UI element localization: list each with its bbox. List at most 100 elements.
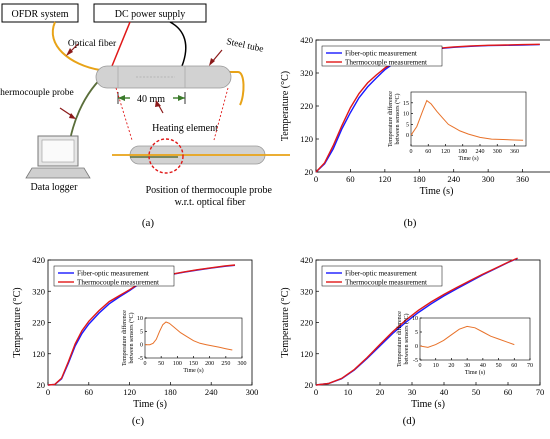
x-tick-label: 70 bbox=[536, 387, 545, 397]
legend-entry: Thermocouple measurement bbox=[345, 59, 427, 67]
y-tick-label: 420 bbox=[300, 35, 313, 45]
legend-entry: Fiber-optic measurement bbox=[345, 50, 417, 58]
legend-box bbox=[53, 265, 175, 287]
y-tick-label: 320 bbox=[300, 286, 313, 296]
y-tick-label: 5 bbox=[406, 122, 409, 128]
x-tick-label: 60 bbox=[425, 149, 431, 155]
y-tick-label: 420 bbox=[32, 255, 45, 265]
y-tick-label: -5 bbox=[138, 356, 143, 362]
y-tick-label: 320 bbox=[32, 286, 45, 296]
x-tick-label: 0 bbox=[410, 149, 413, 155]
x-tick-label: 0 bbox=[46, 387, 50, 397]
x-tick-label: 10 bbox=[344, 387, 353, 397]
y-tick-label: 20 bbox=[305, 380, 314, 390]
y-tick-label: 0 bbox=[406, 133, 409, 139]
y-tick-label: 120 bbox=[300, 134, 313, 144]
power-wire-red bbox=[111, 21, 131, 67]
panel-label-b: (b) bbox=[404, 217, 417, 229]
x-tick-label: 40 bbox=[480, 363, 486, 369]
difference-line bbox=[145, 321, 233, 351]
x-tick-label: 200 bbox=[205, 361, 214, 367]
y-axis-label-line2: between sensors (°C) bbox=[128, 312, 135, 363]
legend-entry: Thermocouple measurement bbox=[345, 279, 427, 287]
x-tick-label: 60 bbox=[504, 387, 513, 397]
optical-fiber-label-text: Optical fiber bbox=[68, 38, 117, 49]
power-wire-black bbox=[169, 21, 187, 67]
x-tick-label: 30 bbox=[464, 363, 470, 369]
x-axis-label: Time (s) bbox=[420, 186, 454, 197]
difference-line bbox=[410, 99, 524, 141]
x-tick-label: 30 bbox=[408, 387, 417, 397]
thermocouple-line bbox=[47, 264, 236, 386]
y-axis-label-line2: between sensors (°C) bbox=[403, 313, 410, 364]
inset-frame bbox=[144, 317, 243, 359]
x-axis-label: Time (s) bbox=[465, 369, 485, 376]
legend-box bbox=[321, 45, 443, 67]
difference-line bbox=[419, 325, 515, 348]
y-tick-label: 10 bbox=[137, 316, 143, 322]
x-tick-label: 0 bbox=[419, 363, 422, 369]
steel-tube-arrow bbox=[211, 49, 223, 63]
y-tick-label: 320 bbox=[300, 68, 313, 78]
legend-entry: Thermocouple measurement bbox=[77, 279, 159, 287]
x-tick-label: 300 bbox=[482, 174, 495, 184]
x-axis-label: Time (s) bbox=[133, 399, 167, 410]
dc-power-supply-label: DC power supply bbox=[115, 9, 186, 20]
x-tick-label: 120 bbox=[441, 149, 450, 155]
x-tick-label: 60 bbox=[346, 174, 355, 184]
probe-position-circle bbox=[148, 138, 184, 174]
x-tick-label: 100 bbox=[173, 361, 182, 367]
y-axis-label-line1: Temperature difference bbox=[396, 311, 403, 367]
y-tick-label: 120 bbox=[32, 349, 45, 359]
y-axis-label-line1: Temperature difference bbox=[387, 91, 394, 147]
ofdr-system-box bbox=[1, 3, 79, 23]
x-tick-label: 50 bbox=[472, 387, 481, 397]
inset-b: 0 60 120 180 240 300 360 0 5 10 15 Time (s) Temperat… bbox=[387, 91, 527, 162]
position-label-line2: w.r.t. optical fiber bbox=[175, 197, 246, 208]
x-tick-label: 360 bbox=[510, 149, 519, 155]
y-tick-label: 220 bbox=[32, 318, 45, 328]
x-tick-label: 0 bbox=[144, 361, 147, 367]
x-tick-label: 50 bbox=[158, 361, 164, 367]
x-tick-label: 10 bbox=[433, 363, 439, 369]
inset-frame bbox=[419, 317, 531, 361]
inset-frame bbox=[410, 91, 527, 147]
x-tick-label: 360 bbox=[516, 174, 529, 184]
x-tick-label: 150 bbox=[189, 361, 198, 367]
x-axis-label: Time (s) bbox=[411, 399, 445, 410]
x-tick-label: 50 bbox=[496, 363, 502, 369]
x-tick-label: 70 bbox=[527, 363, 533, 369]
y-axis-label: Temperature (°C) bbox=[280, 71, 291, 141]
y-tick-label: 20 bbox=[305, 167, 314, 177]
panel-a-label: (a) bbox=[142, 217, 155, 229]
x-tick-label: 20 bbox=[448, 363, 454, 369]
y-axis-label: Temperature differencebetween sensors (°… bbox=[387, 91, 401, 147]
x-tick-label: 250 bbox=[221, 361, 230, 367]
y-tick-label: 10 bbox=[403, 112, 409, 118]
position-label: Position of thermocouple probe w.r.t. op… bbox=[146, 185, 275, 208]
thermocouple-arrow bbox=[59, 107, 73, 117]
y-axis-label: Temperature differencebetween sensors (°… bbox=[396, 311, 410, 367]
y-axis-label: Temperature (°C) bbox=[12, 287, 23, 357]
x-tick-label: 180 bbox=[413, 174, 426, 184]
x-tick-label: 240 bbox=[205, 387, 218, 397]
legend-box bbox=[321, 265, 443, 287]
x-tick-label: 40 bbox=[440, 387, 449, 397]
x-tick-label: 120 bbox=[378, 174, 391, 184]
y-tick-label: 0 bbox=[140, 343, 143, 349]
distance-label: 40 mm bbox=[137, 94, 165, 105]
x-axis-label: Time (s) bbox=[183, 367, 203, 374]
y-tick-label: 20 bbox=[37, 380, 46, 390]
y-tick-label: 120 bbox=[300, 349, 313, 359]
y-tick-label: 420 bbox=[300, 255, 313, 265]
steel-tube-label: Steel tube bbox=[225, 37, 264, 55]
x-tick-label: 300 bbox=[238, 361, 247, 367]
data-logger-icon bbox=[25, 135, 91, 179]
legend-entry: Fiber-optic measurement bbox=[345, 270, 417, 278]
x-tick-label: 240 bbox=[476, 149, 485, 155]
